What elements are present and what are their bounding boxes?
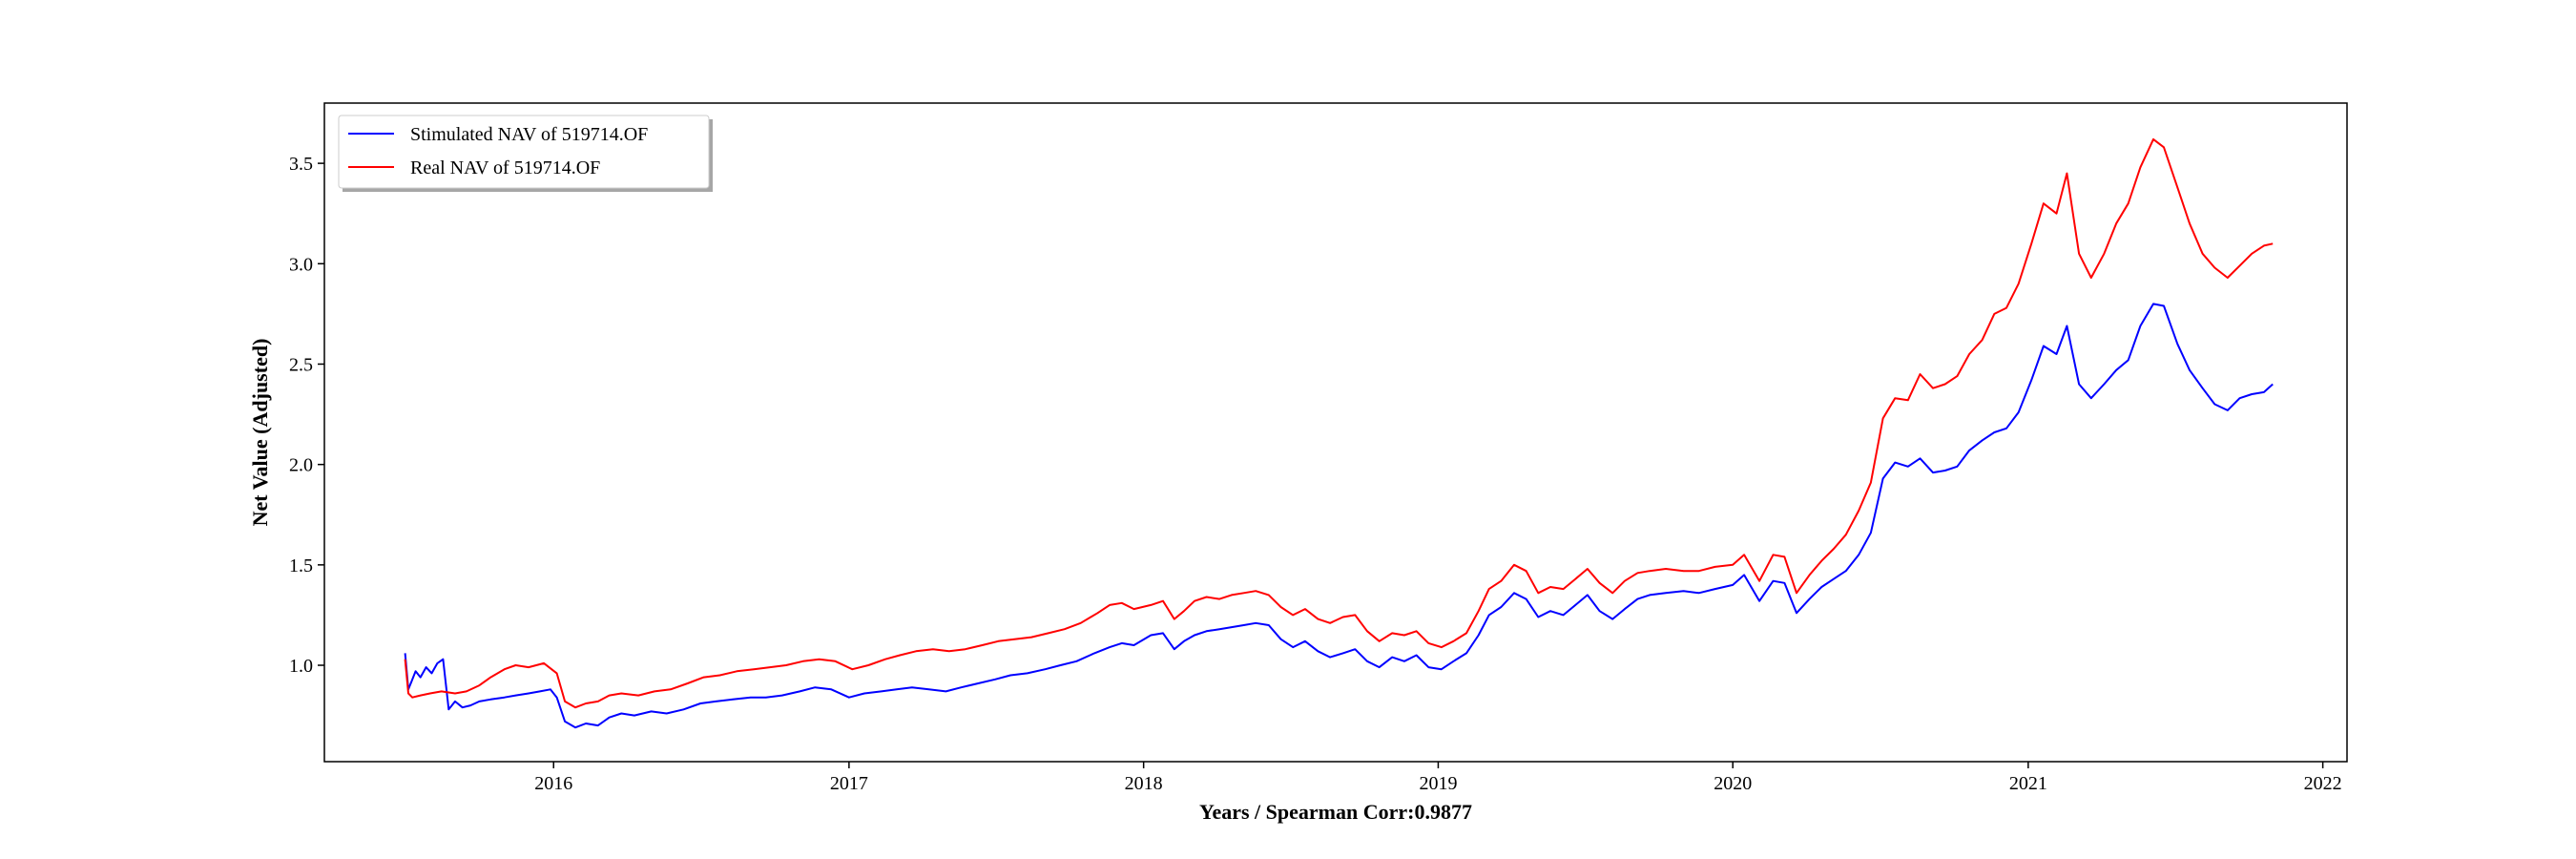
y-axis-ticks: 1.0 1.5 2.0 2.5 3.0 3.5: [289, 154, 324, 677]
x-tick-label: 2018: [1125, 773, 1163, 794]
y-tick-label: 1.0: [289, 656, 313, 677]
y-tick-label: 1.5: [289, 555, 313, 576]
series-line-1: [404, 137, 2274, 709]
y-tick-label: 2.5: [289, 354, 313, 375]
y-tick-label: 3.0: [289, 254, 313, 275]
x-tick-label: 2017: [830, 773, 868, 794]
plot-area-frame: [323, 102, 2348, 763]
y-axis-title: Net Value (Adjusted): [248, 339, 272, 527]
x-axis-ticks: 2016 2017 2018 2019 2020 2021 2022: [534, 762, 2342, 794]
x-tick-label: 2022: [2304, 773, 2342, 794]
series-layer: [404, 137, 2274, 729]
x-tick-label: 2021: [2009, 773, 2047, 794]
legend-box: [338, 115, 710, 189]
x-tick-label: 2019: [1419, 773, 1457, 794]
series-line-0: [404, 303, 2274, 729]
x-tick-label: 2016: [534, 773, 572, 794]
x-tick-label: 2020: [1714, 773, 1752, 794]
legend-label-real-nav: Real NAV of 519714.OF: [410, 157, 600, 178]
x-axis-title: Years / Spearman Corr:0.9877: [1199, 800, 1472, 824]
y-tick-label: 3.5: [289, 154, 313, 175]
y-tick-label: 2.0: [289, 455, 313, 476]
legend: Stimulated NAV of 519714.OF Real NAV of …: [338, 115, 713, 192]
legend-label-stimulated-nav: Stimulated NAV of 519714.OF: [410, 124, 648, 145]
